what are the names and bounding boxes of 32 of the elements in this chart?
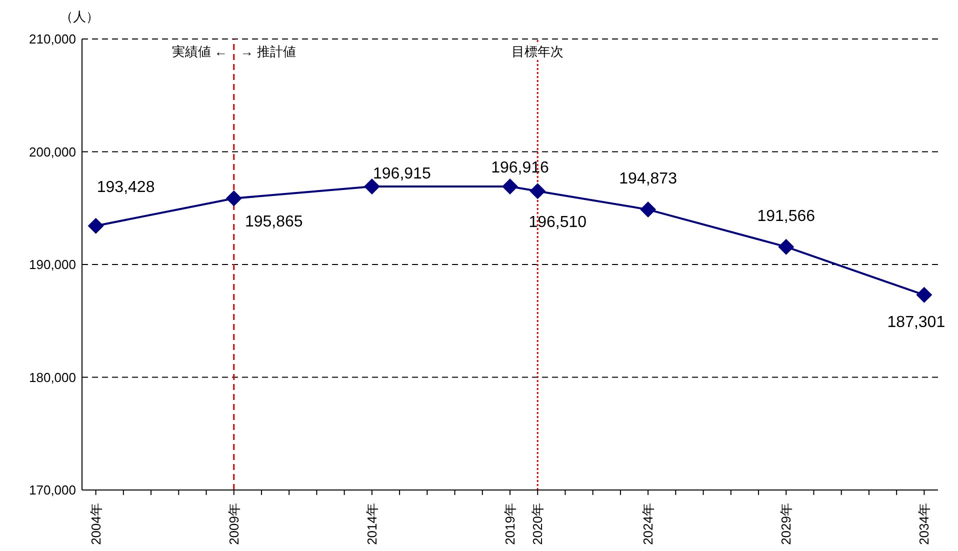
point bbox=[916, 286, 932, 303]
y-tick-label: 200,000 bbox=[29, 144, 76, 160]
data-label: 193,428 bbox=[96, 178, 155, 196]
point bbox=[502, 178, 518, 195]
data-label: 196,915 bbox=[373, 166, 431, 183]
data-label: 191,566 bbox=[757, 208, 816, 225]
y-tick-label: 190,000 bbox=[29, 257, 76, 272]
y-tick-label: 180,000 bbox=[29, 370, 76, 385]
x-tick-label: 2004年 bbox=[88, 503, 104, 545]
ref-line-label: 実績値 ← → 推計値 bbox=[172, 44, 296, 60]
point bbox=[530, 183, 546, 200]
x-tick-label: 2024年 bbox=[640, 503, 656, 545]
data-label: 196,510 bbox=[528, 214, 587, 232]
point bbox=[364, 178, 380, 195]
x-tick-label: 2019年 bbox=[502, 503, 518, 545]
y-tick-label: 210,000 bbox=[29, 32, 76, 47]
ref-line-label: 目標年次 bbox=[512, 44, 564, 60]
x-tick-label: 2009年 bbox=[226, 503, 242, 545]
y-axis-title: （人） bbox=[60, 8, 99, 26]
x-tick-label: 2020年 bbox=[530, 503, 546, 545]
x-tick-label: 2034年 bbox=[916, 503, 932, 545]
y-tick-label: 170,000 bbox=[29, 482, 76, 498]
point bbox=[226, 190, 242, 206]
point bbox=[778, 238, 794, 255]
point bbox=[88, 218, 104, 234]
x-tick-label: 2029年 bbox=[778, 503, 794, 545]
data-label: 196,916 bbox=[491, 160, 550, 177]
data-label: 195,865 bbox=[244, 213, 303, 230]
data-label: 187,301 bbox=[887, 314, 946, 331]
point bbox=[640, 202, 656, 218]
data-label: 194,873 bbox=[619, 170, 678, 188]
x-tick-label: 2014年 bbox=[364, 503, 380, 545]
